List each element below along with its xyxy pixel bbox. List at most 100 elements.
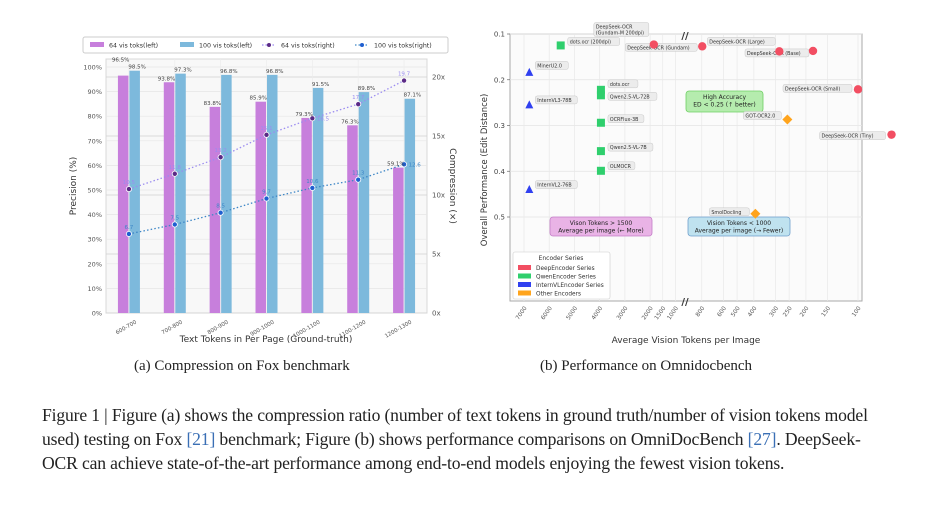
plot-area	[509, 33, 863, 302]
axis-break-top: //	[681, 31, 689, 42]
legend-swatch	[518, 282, 531, 287]
point-label: GOT-OCR2.0	[745, 114, 775, 120]
y-tick-label: 0.4	[494, 168, 506, 176]
y-tick-label: 80%	[88, 113, 102, 121]
legend-label: QwenEncoder Series	[536, 274, 596, 280]
bar	[312, 87, 324, 313]
data-point-square	[596, 147, 605, 156]
point-label: dots.ocr	[610, 82, 629, 88]
bar-value-label: 87.1%	[404, 93, 421, 99]
citation-link-21[interactable]: [21]	[186, 429, 216, 449]
legend-title: Encoder Series	[539, 255, 584, 262]
series-point	[355, 176, 362, 183]
x-tick-label: 200	[799, 305, 810, 318]
point-label: DeepSeek-OCR (Tiny)	[822, 134, 874, 140]
x-tick-label: 300	[769, 305, 780, 318]
series-point	[217, 154, 224, 161]
data-point-square	[556, 41, 565, 50]
point-label-box	[593, 22, 650, 37]
compression-chart: 98.5% 97.3% 96.8% 96.8% 91.5% 89.8% 87.1% 96.5%…	[69, 36, 457, 345]
legend-swatch	[518, 265, 531, 270]
legend: 64 vis toks(left) 100 vis toks(left) 64 vi…	[82, 36, 449, 54]
series-point	[263, 131, 270, 138]
y-tick-label: 0.5	[494, 214, 505, 222]
y-tick-label: 100%	[83, 64, 102, 72]
legend-swatch	[518, 290, 531, 296]
point-value-label: 12.6	[409, 162, 422, 168]
x-tick-label: 6000	[540, 305, 554, 321]
series-point	[309, 115, 316, 122]
grid-lines	[106, 59, 427, 314]
y-tick-label: 20%	[88, 260, 102, 268]
point-label: Qwen2.5-VL-7B	[610, 145, 647, 151]
point-label-box	[744, 48, 810, 58]
bars	[117, 70, 416, 314]
bar	[404, 98, 416, 313]
x-tick-label: 4000	[591, 305, 605, 321]
point-value-label: 6.7	[125, 225, 134, 231]
bar-value-label: 59.1%	[387, 162, 404, 168]
series-point	[171, 221, 178, 228]
citation-link-27[interactable]: [27]	[747, 429, 777, 449]
bar-value-label: 91.5%	[312, 82, 329, 88]
point-value-label: 7.5	[170, 216, 179, 222]
caption-prefix: Figure 1 |	[42, 405, 112, 425]
point-value-label: 19.7	[398, 72, 411, 78]
x-tick-label: 2000	[641, 305, 655, 321]
annotation-text: High Accuracy	[703, 94, 747, 101]
data-point-square	[596, 166, 605, 175]
series-point	[217, 209, 224, 216]
point-label-box	[535, 95, 578, 105]
bar-value-label: 83.8%	[204, 101, 221, 107]
data-point-circle	[698, 42, 707, 51]
legend-label: 64 vis toks(right)	[281, 43, 335, 50]
annotation-box-vision-fewer	[687, 216, 791, 237]
data-point-square	[596, 118, 605, 127]
y2-axis-ticks: 0x 5x 10x 15x 20x	[432, 74, 445, 318]
point-label-box	[567, 37, 620, 46]
legend-box	[512, 251, 611, 300]
point-value-label: 10.5	[123, 180, 136, 186]
point-label-box	[819, 131, 886, 140]
bar	[393, 167, 404, 313]
y-tick-label: 0.3	[494, 122, 505, 130]
y-tick-label: 0.1	[494, 31, 505, 39]
point-label: OCRFlux-3B	[610, 117, 639, 123]
y-tick-label: 90%	[88, 88, 102, 96]
bar-value-label: 89.8%	[358, 86, 375, 92]
x-tick-label: 500	[730, 305, 741, 318]
point-label: DeepSeek-OCR (Small)	[785, 86, 840, 92]
legend-label: 100 vis toks(right)	[374, 43, 432, 50]
x-axis-label: Text Tokens in Per Page (Ground-truth)	[179, 335, 353, 345]
caption-text-2: benchmark; Figure (b) shows performance …	[215, 429, 748, 449]
y2-tick-label: 20x	[432, 74, 445, 82]
data-point-circle	[853, 85, 863, 94]
data-point-circle	[775, 47, 784, 56]
legend: Encoder Series DeepEncoder Series QwenEnco…	[512, 251, 611, 300]
point-value-label: 11.8	[169, 165, 182, 171]
point-label: DeepSeek-OCR (Gundam)	[627, 45, 690, 51]
legend-marker	[267, 43, 271, 47]
point-label: InternVL3-78B	[537, 98, 571, 104]
bar	[117, 75, 129, 313]
legend-label: 100 vis toks(left)	[199, 43, 252, 50]
bar	[209, 106, 221, 314]
point-value-label: 10.6	[306, 179, 319, 185]
legend-swatch	[90, 42, 104, 47]
y-tick-label: 60%	[88, 162, 102, 170]
bar-value-label: 96.5%	[112, 58, 129, 64]
legend-label: InternVLEncoder Series	[536, 283, 604, 289]
y-tick-label: 30%	[88, 236, 102, 244]
annotation-text: Vison Tokens > 1500	[570, 220, 633, 227]
x-tick-label: 700-800	[161, 319, 184, 336]
point-value-label: 11.3	[352, 171, 365, 177]
point-label-box	[782, 84, 853, 93]
x-tick-label: 7000	[515, 305, 529, 321]
data-point-square	[596, 91, 605, 100]
bar	[255, 101, 266, 313]
point-label-box	[607, 161, 636, 171]
bar	[347, 125, 358, 313]
point-label-box	[535, 61, 569, 70]
legend-label: DeepEncoder Series	[536, 266, 595, 272]
